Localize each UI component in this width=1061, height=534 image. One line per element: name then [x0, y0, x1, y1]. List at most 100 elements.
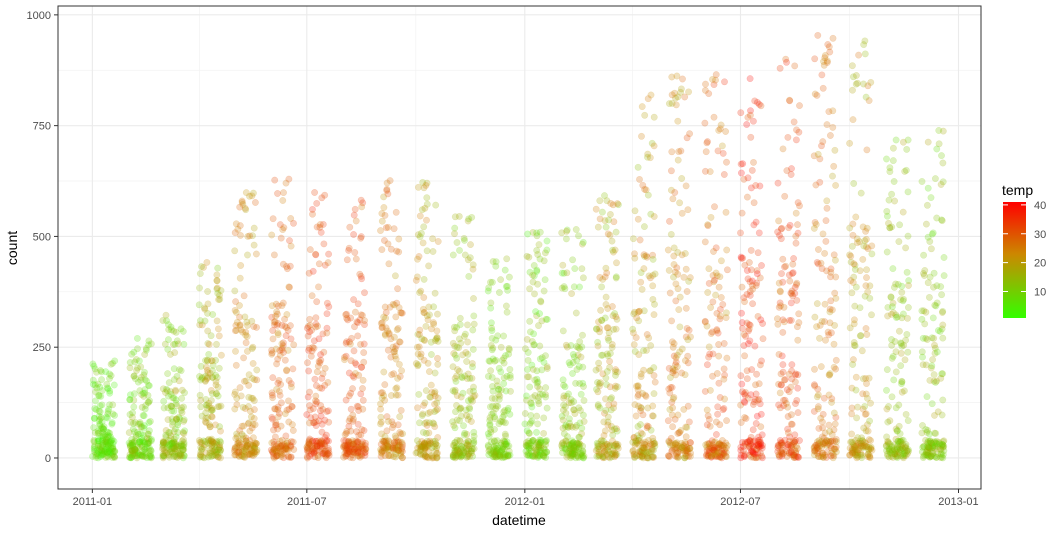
data-point [110, 447, 118, 455]
data-point [644, 95, 652, 103]
data-point [133, 452, 141, 460]
data-point [494, 386, 502, 393]
data-point [95, 392, 103, 400]
data-point [357, 196, 365, 204]
data-point [169, 394, 177, 402]
data-point [778, 270, 785, 278]
data-point [888, 354, 896, 362]
data-point [195, 301, 203, 309]
data-point [672, 280, 680, 288]
data-point [245, 419, 253, 427]
data-point [206, 369, 214, 377]
data-point [351, 205, 359, 213]
data-point [593, 325, 600, 333]
data-point [213, 389, 221, 397]
data-point [241, 313, 249, 321]
data-point [165, 326, 173, 334]
data-point [783, 447, 790, 455]
data-point [97, 442, 105, 450]
data-point [898, 314, 906, 322]
data-point [905, 282, 912, 289]
data-point [863, 146, 871, 154]
data-point [168, 415, 176, 423]
data-point [217, 351, 225, 359]
data-point [850, 273, 858, 281]
data-point [231, 451, 239, 459]
data-point [924, 233, 932, 241]
data-point [97, 367, 104, 374]
data-point [561, 383, 569, 391]
data-point [231, 247, 239, 255]
data-point [170, 376, 178, 384]
data-point [170, 438, 178, 446]
data-point [640, 366, 648, 374]
data-point [167, 402, 175, 410]
data-point [759, 320, 767, 327]
data-point [433, 449, 441, 457]
data-point [253, 448, 261, 456]
data-point [144, 381, 152, 389]
data-point [141, 368, 148, 376]
data-point [349, 454, 357, 462]
data-point [133, 443, 141, 451]
data-point [136, 440, 144, 448]
data-point [249, 441, 257, 449]
data-point [246, 450, 254, 458]
data-point [924, 138, 932, 146]
data-point [208, 357, 216, 365]
data-point [213, 277, 221, 284]
y-tick-label: 0 [45, 453, 51, 465]
data-point [107, 372, 115, 380]
data-point [715, 126, 723, 134]
data-point [102, 438, 110, 446]
data-point [416, 212, 424, 220]
data-point [93, 368, 100, 376]
data-point [667, 167, 675, 175]
data-point [629, 235, 637, 243]
data-point [134, 364, 141, 372]
data-point [245, 371, 253, 379]
data-point [213, 317, 221, 325]
data-point [563, 343, 571, 351]
data-point [146, 453, 154, 461]
data-point [171, 340, 179, 348]
data-point [432, 201, 440, 209]
data-point [779, 316, 787, 324]
data-point [575, 404, 583, 412]
data-point [602, 293, 610, 301]
data-point [709, 298, 717, 306]
data-point [463, 441, 471, 449]
data-point [136, 438, 143, 445]
data-point [576, 283, 583, 291]
data-point [91, 414, 98, 422]
data-point [90, 444, 98, 452]
data-point [268, 413, 276, 421]
data-point [162, 440, 170, 447]
data-point [929, 229, 937, 237]
data-point [924, 184, 932, 192]
data-point [321, 191, 329, 199]
data-point [449, 387, 457, 395]
data-point [250, 397, 258, 405]
data-point [110, 437, 118, 445]
data-point [533, 428, 540, 436]
data-point [608, 237, 616, 245]
data-point [500, 380, 508, 388]
data-point [200, 263, 207, 271]
data-point [559, 406, 567, 414]
data-point [169, 421, 176, 429]
data-point [202, 419, 210, 427]
data-point [745, 327, 752, 335]
data-point [924, 426, 932, 434]
data-point [136, 387, 144, 395]
data-point [792, 232, 800, 240]
data-point [783, 58, 790, 66]
data-point [167, 435, 175, 443]
data-point [468, 359, 476, 367]
data-point [242, 189, 250, 197]
data-point [684, 359, 692, 367]
data-point [241, 405, 249, 412]
data-point [686, 130, 694, 138]
data-point [710, 248, 717, 255]
data-point [644, 153, 651, 161]
